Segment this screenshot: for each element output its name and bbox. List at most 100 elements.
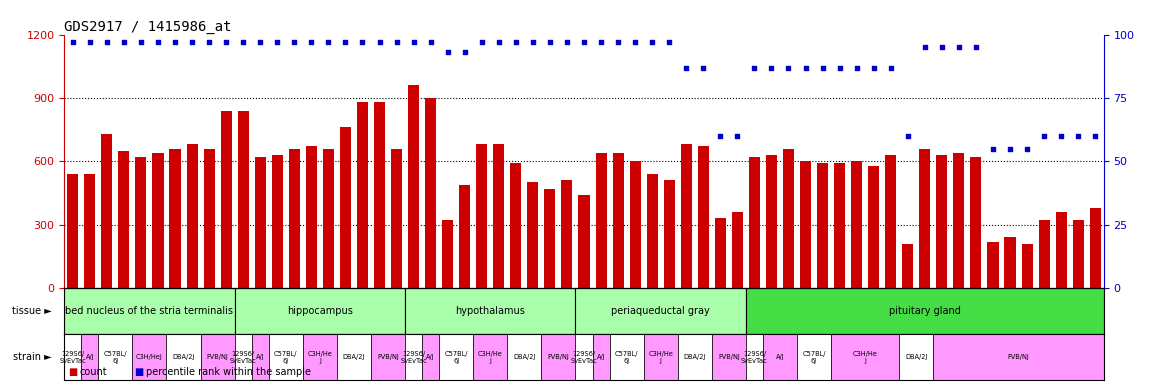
Bar [336, 334, 371, 380]
Bar [663, 180, 675, 288]
Point [967, 44, 986, 50]
Text: C3H/He
J: C3H/He J [853, 351, 877, 364]
Point [217, 39, 236, 45]
Text: hippocampus: hippocampus [287, 306, 353, 316]
Point [1086, 133, 1105, 139]
Bar [98, 334, 132, 380]
Bar [235, 288, 405, 334]
Text: DBA/2J: DBA/2J [683, 354, 705, 360]
Bar [902, 243, 913, 288]
Point [711, 133, 730, 139]
Bar [578, 195, 590, 288]
Bar [1090, 208, 1100, 288]
Point [694, 65, 712, 71]
Bar [834, 164, 846, 288]
Text: 129S6/
SvEvTac: 129S6/ SvEvTac [230, 351, 257, 364]
Bar [542, 334, 576, 380]
Bar [987, 242, 999, 288]
Text: C57BL/
6J: C57BL/ 6J [614, 351, 639, 364]
Bar [187, 144, 197, 288]
Point [882, 65, 901, 71]
Point [285, 39, 304, 45]
Point [507, 39, 526, 45]
Text: DBA/2J: DBA/2J [173, 354, 195, 360]
Bar [818, 164, 828, 288]
Bar [68, 174, 78, 288]
Bar [647, 174, 658, 288]
Text: DBA/2J: DBA/2J [342, 354, 366, 360]
Point [847, 65, 865, 71]
Bar [933, 334, 1104, 380]
Point [779, 65, 798, 71]
Bar [251, 334, 269, 380]
Point [932, 44, 951, 50]
Bar [851, 161, 862, 288]
Text: A/J: A/J [256, 354, 264, 360]
Bar [1038, 220, 1050, 288]
Bar [677, 334, 711, 380]
Text: FVB/NJ: FVB/NJ [207, 354, 229, 360]
Point [388, 39, 406, 45]
Point [267, 39, 286, 45]
Bar [237, 111, 249, 288]
Point [541, 39, 559, 45]
Point [404, 39, 423, 45]
Text: A/J: A/J [426, 354, 434, 360]
Text: C57BL/
6J: C57BL/ 6J [274, 351, 298, 364]
Bar [715, 218, 725, 288]
Bar [1022, 243, 1033, 288]
Bar [391, 149, 402, 288]
Bar [919, 149, 931, 288]
Point [319, 39, 338, 45]
Bar [953, 153, 965, 288]
Text: 129S6/
SvEvTac: 129S6/ SvEvTac [60, 351, 86, 364]
Text: FVB/NJ: FVB/NJ [548, 354, 569, 360]
Bar [303, 334, 336, 380]
Point [303, 39, 321, 45]
Point [182, 39, 201, 45]
Point [438, 49, 457, 55]
Point [132, 39, 151, 45]
Text: FVB/NJ: FVB/NJ [377, 354, 399, 360]
Bar [425, 98, 436, 288]
Text: ■: ■ [68, 367, 77, 377]
Bar [576, 334, 592, 380]
Text: strain ►: strain ► [13, 352, 51, 362]
Bar [82, 334, 98, 380]
Point [523, 39, 542, 45]
Bar [167, 334, 201, 380]
Bar [1072, 220, 1084, 288]
Bar [64, 288, 235, 334]
Point [422, 39, 440, 45]
Bar [357, 102, 368, 288]
Point [370, 39, 389, 45]
Point [813, 65, 832, 71]
Point [609, 39, 627, 45]
Point [677, 65, 696, 71]
Point [864, 65, 883, 71]
Bar [697, 146, 709, 288]
Bar [371, 334, 405, 380]
Bar [868, 166, 880, 288]
Bar [711, 334, 746, 380]
Bar [102, 134, 112, 288]
Point [626, 39, 645, 45]
Bar [405, 334, 422, 380]
Text: C3H/HeJ: C3H/HeJ [135, 354, 162, 360]
Text: bed nucleus of the stria terminalis: bed nucleus of the stria terminalis [65, 306, 234, 316]
Bar [272, 155, 283, 288]
Text: C57BL/
6J: C57BL/ 6J [802, 351, 826, 364]
Bar [255, 157, 266, 288]
Bar [1056, 212, 1066, 288]
Point [114, 39, 133, 45]
Bar [443, 220, 453, 288]
Point [983, 146, 1002, 152]
Bar [132, 334, 167, 380]
Text: hypothalamus: hypothalamus [456, 306, 526, 316]
Point [336, 39, 355, 45]
Bar [766, 155, 777, 288]
Point [660, 39, 679, 45]
Point [830, 65, 849, 71]
Point [148, 39, 167, 45]
Bar [610, 334, 644, 380]
